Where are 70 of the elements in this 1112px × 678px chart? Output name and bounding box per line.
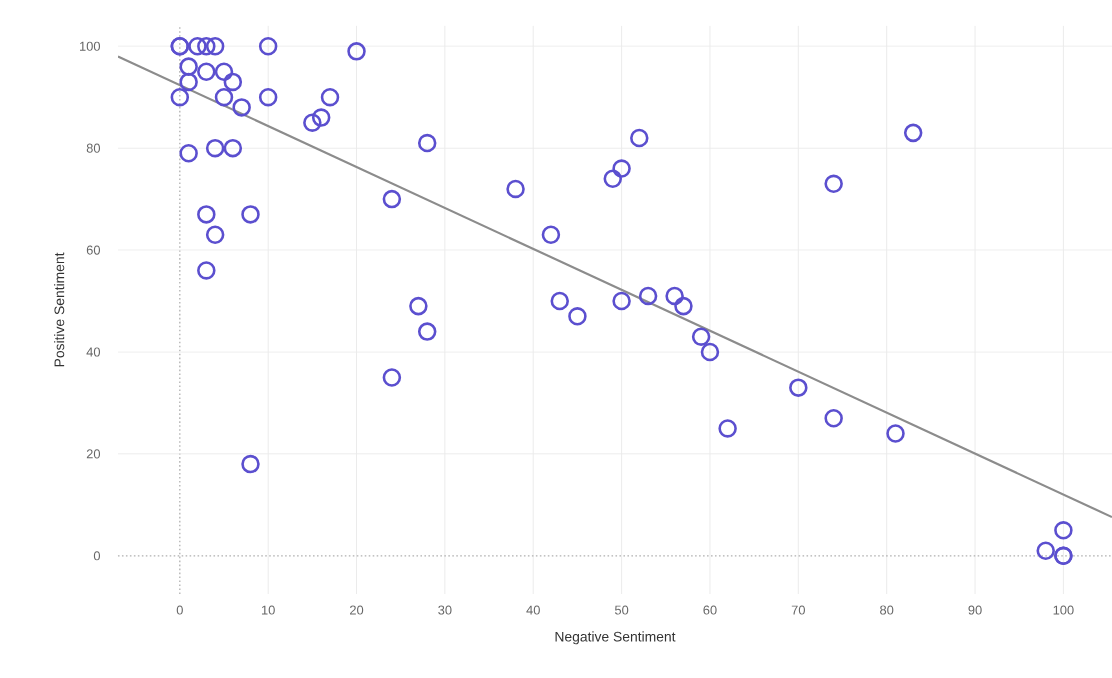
point (612, 291, 631, 311)
point (409, 297, 428, 316)
point (417, 133, 437, 153)
point (179, 57, 198, 77)
point (347, 42, 366, 61)
point (241, 205, 260, 224)
x-tick-label: 60 (703, 605, 717, 615)
point (223, 72, 243, 92)
x-tick-label: 50 (614, 605, 629, 615)
point (1054, 521, 1073, 540)
point (170, 88, 190, 107)
point (612, 159, 631, 178)
point (205, 37, 225, 56)
point (197, 261, 216, 280)
y-tick-label: 60 (86, 245, 101, 255)
point (382, 368, 402, 387)
point (197, 62, 216, 82)
point (258, 37, 278, 56)
point (541, 225, 561, 245)
y-axis-title: Positive Sentiment (54, 252, 65, 367)
x-tick-label: 0 (176, 605, 183, 615)
point (303, 113, 322, 133)
point (232, 98, 251, 117)
point (886, 424, 905, 443)
point (603, 169, 623, 189)
point (214, 88, 234, 107)
point (205, 225, 225, 245)
point (691, 327, 711, 347)
x-axis-title: Negative Sentiment (555, 631, 676, 645)
point (789, 378, 808, 398)
x-tick-label: 30 (438, 605, 452, 615)
point (320, 88, 340, 107)
point (506, 179, 525, 199)
x-tick-label: 80 (880, 605, 894, 615)
point (311, 108, 331, 128)
x-tick-label: 40 (526, 605, 540, 615)
point (179, 72, 198, 92)
y-tick-label: 80 (86, 143, 101, 153)
x-tick-label: 90 (968, 605, 982, 615)
point (568, 307, 587, 326)
x-tick-label: 10 (261, 605, 275, 615)
y-tick-label: 100 (80, 41, 101, 51)
y-tick-label: 0 (93, 551, 101, 561)
x-tick-label: 20 (350, 605, 364, 615)
point (188, 37, 207, 56)
point (205, 139, 225, 158)
point (674, 297, 693, 316)
point (223, 139, 243, 158)
point (824, 174, 843, 194)
y-tick-label: 40 (86, 347, 101, 357)
point (1036, 541, 1055, 561)
point (824, 409, 843, 428)
point (197, 37, 216, 56)
point (700, 342, 720, 362)
point (258, 88, 278, 107)
x-tick-label: 70 (791, 605, 805, 615)
point (718, 419, 737, 438)
x-tick-label: 100 (1053, 605, 1074, 615)
point (630, 128, 649, 148)
point (550, 291, 570, 311)
point (638, 286, 658, 306)
point (417, 322, 437, 342)
y-tick-label: 20 (86, 449, 101, 459)
point (382, 190, 402, 209)
point (214, 62, 234, 82)
point (241, 455, 260, 474)
point (665, 286, 684, 306)
point (179, 144, 198, 163)
point (197, 205, 216, 224)
point (903, 123, 923, 143)
